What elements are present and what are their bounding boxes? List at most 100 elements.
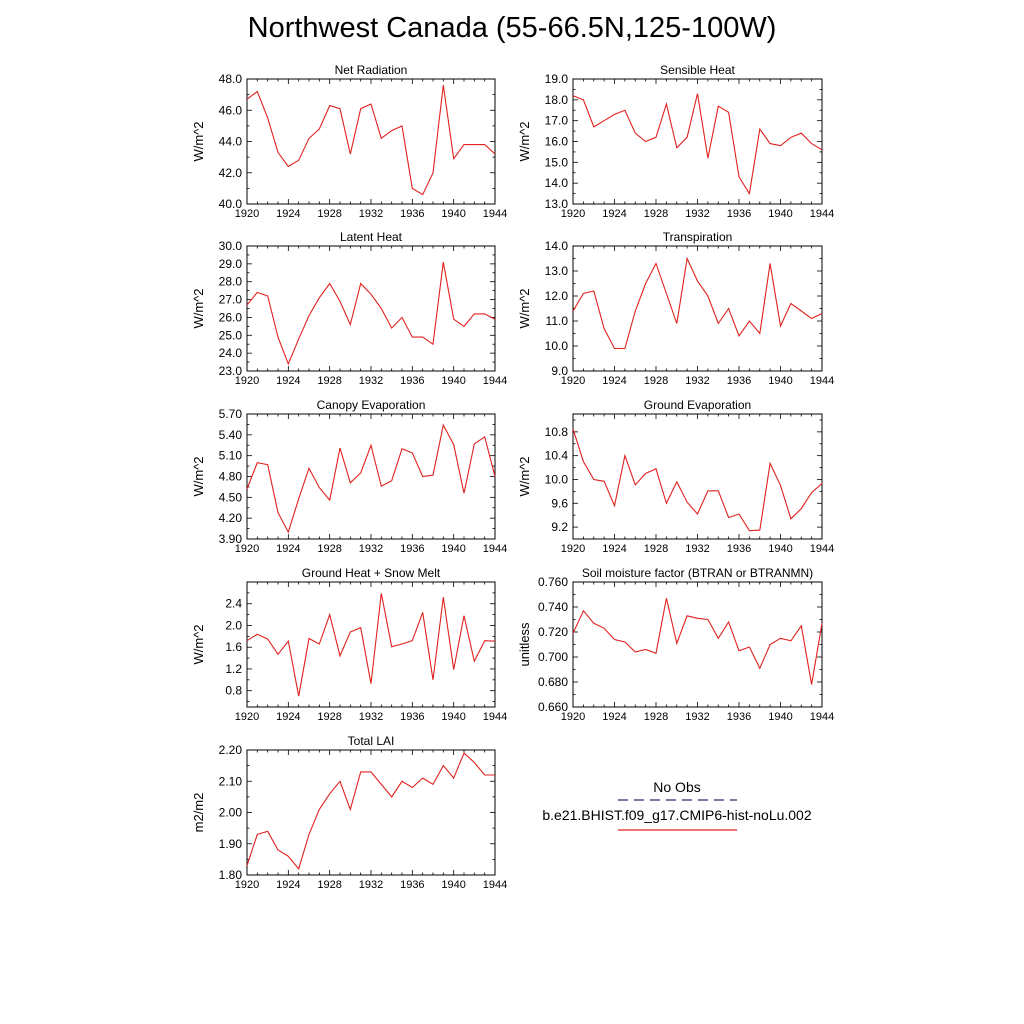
x-tick-label: 1924 xyxy=(602,375,626,387)
y-tick-label: 2.20 xyxy=(219,743,243,757)
x-tick-label: 1932 xyxy=(685,711,709,723)
x-tick-label: 1920 xyxy=(235,879,259,891)
x-tick-label: 1928 xyxy=(317,543,341,555)
y-axis-label: W/m^2 xyxy=(191,121,206,161)
x-tick-label: 1944 xyxy=(810,543,834,555)
x-tick-label: 1944 xyxy=(483,711,507,723)
y-tick-label: 10.4 xyxy=(545,449,569,463)
panel-8: Total LAI m2/m2 1920 1924 1928 1932 1936 1940 19… xyxy=(191,734,507,891)
legend-obs-label: No Obs xyxy=(653,779,701,795)
panel-title: Ground Heat + Snow Melt xyxy=(302,566,441,580)
y-tick-label: 16.0 xyxy=(545,135,569,149)
panel-5: Ground Evaporation W/m^2 1920 1924 1928 1932 1… xyxy=(517,398,834,555)
x-tick-label: 1940 xyxy=(768,375,792,387)
y-tick-label: 2.00 xyxy=(219,806,243,820)
y-tick-label: 13.0 xyxy=(545,264,569,278)
y-tick-label: 18.0 xyxy=(545,93,569,107)
y-tick-label: 4.50 xyxy=(219,490,243,504)
x-tick-label: 1944 xyxy=(483,375,507,387)
plot-frame xyxy=(572,245,823,372)
x-tick-label: 1920 xyxy=(235,375,259,387)
y-tick-label: 44.0 xyxy=(219,135,243,149)
x-tick-label: 1932 xyxy=(359,375,383,387)
panel-title: Ground Evaporation xyxy=(644,398,751,412)
y-tick-label: 14.0 xyxy=(545,239,569,253)
y-axis-label: W/m^2 xyxy=(191,624,206,664)
x-tick-label: 1932 xyxy=(685,208,709,220)
panel-title: Net Radiation xyxy=(335,63,408,77)
y-tick-label: 5.10 xyxy=(219,449,243,463)
y-tick-label: 1.2 xyxy=(225,662,242,676)
panel-title: Canopy Evaporation xyxy=(317,398,426,412)
y-tick-label: 0.8 xyxy=(225,684,242,698)
y-tick-label: 10.8 xyxy=(545,425,569,439)
x-tick-label: 1928 xyxy=(644,375,668,387)
x-tick-label: 1936 xyxy=(400,543,424,555)
y-tick-label: 1.6 xyxy=(225,640,242,654)
panel-title: Soil moisture factor (BTRAN or BTRANMN) xyxy=(582,566,813,580)
x-tick-label: 1932 xyxy=(685,543,709,555)
series-line xyxy=(246,752,495,870)
x-tick-label: 1936 xyxy=(727,543,751,555)
x-tick-label: 1920 xyxy=(561,375,585,387)
y-tick-label: 2.0 xyxy=(225,618,242,632)
y-tick-label: 11.0 xyxy=(546,314,569,328)
series-line xyxy=(246,423,496,534)
y-tick-label: 27.0 xyxy=(219,293,243,307)
y-tick-label: 5.70 xyxy=(219,407,243,421)
x-tick-label: 1936 xyxy=(727,711,751,723)
y-tick-label: 28.0 xyxy=(219,275,243,289)
y-tick-label: 19.0 xyxy=(545,72,569,86)
legend-model-label: b.e21.BHIST.f09_g17.CMIP6-hist-noLu.002 xyxy=(542,807,812,823)
x-tick-label: 1932 xyxy=(685,375,709,387)
y-axis-label: W/m^2 xyxy=(517,121,532,161)
y-tick-label: 0.760 xyxy=(538,575,568,589)
series-line xyxy=(246,593,496,697)
plot-frame xyxy=(572,78,823,205)
x-tick-label: 1920 xyxy=(235,543,259,555)
x-tick-label: 1936 xyxy=(400,879,424,891)
y-tick-label: 17.0 xyxy=(545,114,569,128)
x-tick-label: 1936 xyxy=(727,375,751,387)
plot-frame xyxy=(246,78,496,205)
x-tick-label: 1940 xyxy=(768,543,792,555)
panel-title: Total LAI xyxy=(348,734,395,748)
x-tick-label: 1928 xyxy=(644,543,668,555)
plot-frame xyxy=(246,581,496,708)
y-tick-label: 12.0 xyxy=(545,289,569,303)
y-tick-label: 25.0 xyxy=(219,328,243,342)
x-tick-label: 1944 xyxy=(810,711,834,723)
plot-frame xyxy=(572,413,823,540)
x-tick-label: 1940 xyxy=(768,711,792,723)
x-tick-label: 1924 xyxy=(602,543,626,555)
series-line xyxy=(572,256,823,350)
y-tick-label: 10.0 xyxy=(545,339,569,353)
y-tick-label: 13.0 xyxy=(545,197,569,211)
series-line xyxy=(572,428,823,532)
x-tick-label: 1928 xyxy=(644,711,668,723)
x-tick-label: 1924 xyxy=(276,711,300,723)
y-axis-label: W/m^2 xyxy=(517,288,532,328)
x-tick-label: 1928 xyxy=(317,711,341,723)
y-tick-label: 0.740 xyxy=(538,600,568,614)
x-tick-label: 1944 xyxy=(483,543,507,555)
x-tick-label: 1932 xyxy=(359,711,383,723)
y-tick-label: 29.0 xyxy=(219,257,243,271)
x-tick-label: 1920 xyxy=(561,543,585,555)
x-tick-label: 1924 xyxy=(276,208,300,220)
y-axis-label: W/m^2 xyxy=(517,456,532,496)
y-tick-label: 0.700 xyxy=(538,650,568,664)
series-line xyxy=(246,262,496,366)
y-tick-label: 30.0 xyxy=(219,239,243,253)
y-tick-label: 9.2 xyxy=(551,520,568,534)
y-tick-label: 9.0 xyxy=(551,364,568,378)
x-tick-label: 1924 xyxy=(276,375,300,387)
y-tick-label: 0.720 xyxy=(538,625,568,639)
panel-title: Sensible Heat xyxy=(660,63,735,77)
x-tick-label: 1920 xyxy=(235,711,259,723)
x-tick-label: 1940 xyxy=(441,879,465,891)
x-tick-label: 1944 xyxy=(483,879,507,891)
series-line xyxy=(572,93,823,196)
x-tick-label: 1928 xyxy=(317,879,341,891)
